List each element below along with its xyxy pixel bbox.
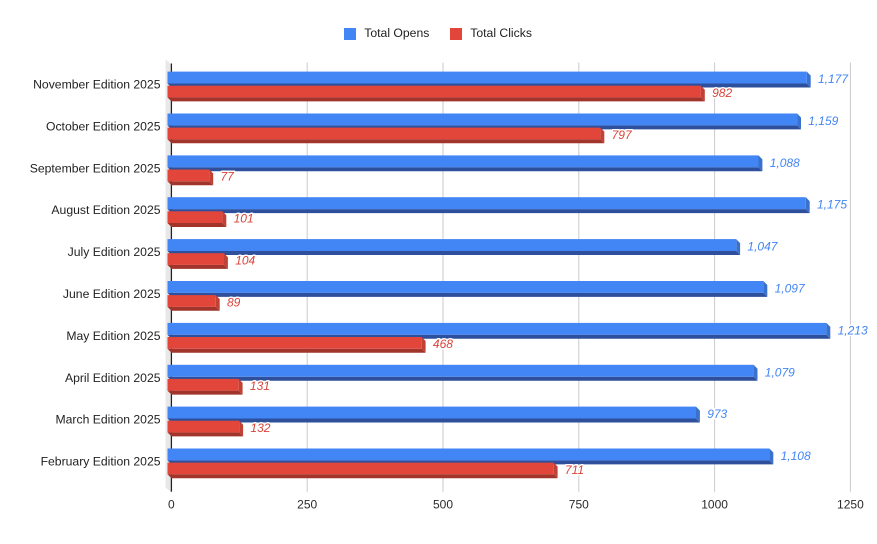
svg-text:132: 132 bbox=[250, 421, 270, 435]
svg-text:1,175: 1,175 bbox=[817, 198, 847, 212]
svg-text:Total Opens: Total Opens bbox=[364, 26, 429, 40]
svg-text:750: 750 bbox=[569, 498, 589, 512]
svg-text:1,097: 1,097 bbox=[775, 282, 806, 296]
svg-text:1,108: 1,108 bbox=[781, 449, 811, 463]
svg-text:250: 250 bbox=[297, 498, 317, 512]
svg-text:982: 982 bbox=[712, 86, 732, 100]
svg-text:August Edition 2025: August Edition 2025 bbox=[51, 203, 160, 217]
svg-text:797: 797 bbox=[612, 128, 633, 142]
svg-text:711: 711 bbox=[565, 463, 584, 477]
svg-text:1,159: 1,159 bbox=[808, 114, 838, 128]
svg-text:May Edition 2025: May Edition 2025 bbox=[66, 329, 160, 343]
svg-text:June Edition 2025: June Edition 2025 bbox=[63, 287, 161, 301]
svg-text:1,088: 1,088 bbox=[770, 156, 800, 170]
svg-text:October Edition 2025: October Edition 2025 bbox=[46, 119, 161, 133]
svg-text:April Edition 2025: April Edition 2025 bbox=[65, 371, 161, 385]
svg-text:1,177: 1,177 bbox=[818, 72, 849, 86]
svg-text:July Edition 2025: July Edition 2025 bbox=[68, 245, 161, 259]
svg-text:1,047: 1,047 bbox=[747, 240, 778, 254]
svg-text:1,079: 1,079 bbox=[765, 365, 795, 379]
svg-text:1000: 1000 bbox=[701, 498, 728, 512]
svg-text:February Edition 2025: February Edition 2025 bbox=[41, 455, 161, 469]
svg-text:1,213: 1,213 bbox=[838, 323, 868, 337]
svg-text:September Edition 2025: September Edition 2025 bbox=[30, 161, 161, 175]
svg-text:101: 101 bbox=[234, 212, 254, 226]
svg-text:89: 89 bbox=[227, 295, 241, 309]
svg-text:77: 77 bbox=[221, 170, 236, 184]
svg-text:500: 500 bbox=[433, 498, 453, 512]
svg-text:0: 0 bbox=[168, 498, 175, 512]
svg-text:104: 104 bbox=[235, 253, 255, 267]
svg-text:Total Clicks: Total Clicks bbox=[470, 26, 532, 40]
svg-text:1250: 1250 bbox=[837, 498, 864, 512]
svg-text:March Edition 2025: March Edition 2025 bbox=[55, 413, 160, 427]
svg-text:973: 973 bbox=[707, 407, 727, 421]
svg-text:November Edition 2025: November Edition 2025 bbox=[33, 78, 161, 92]
svg-text:131: 131 bbox=[250, 379, 270, 393]
svg-text:468: 468 bbox=[433, 337, 453, 351]
